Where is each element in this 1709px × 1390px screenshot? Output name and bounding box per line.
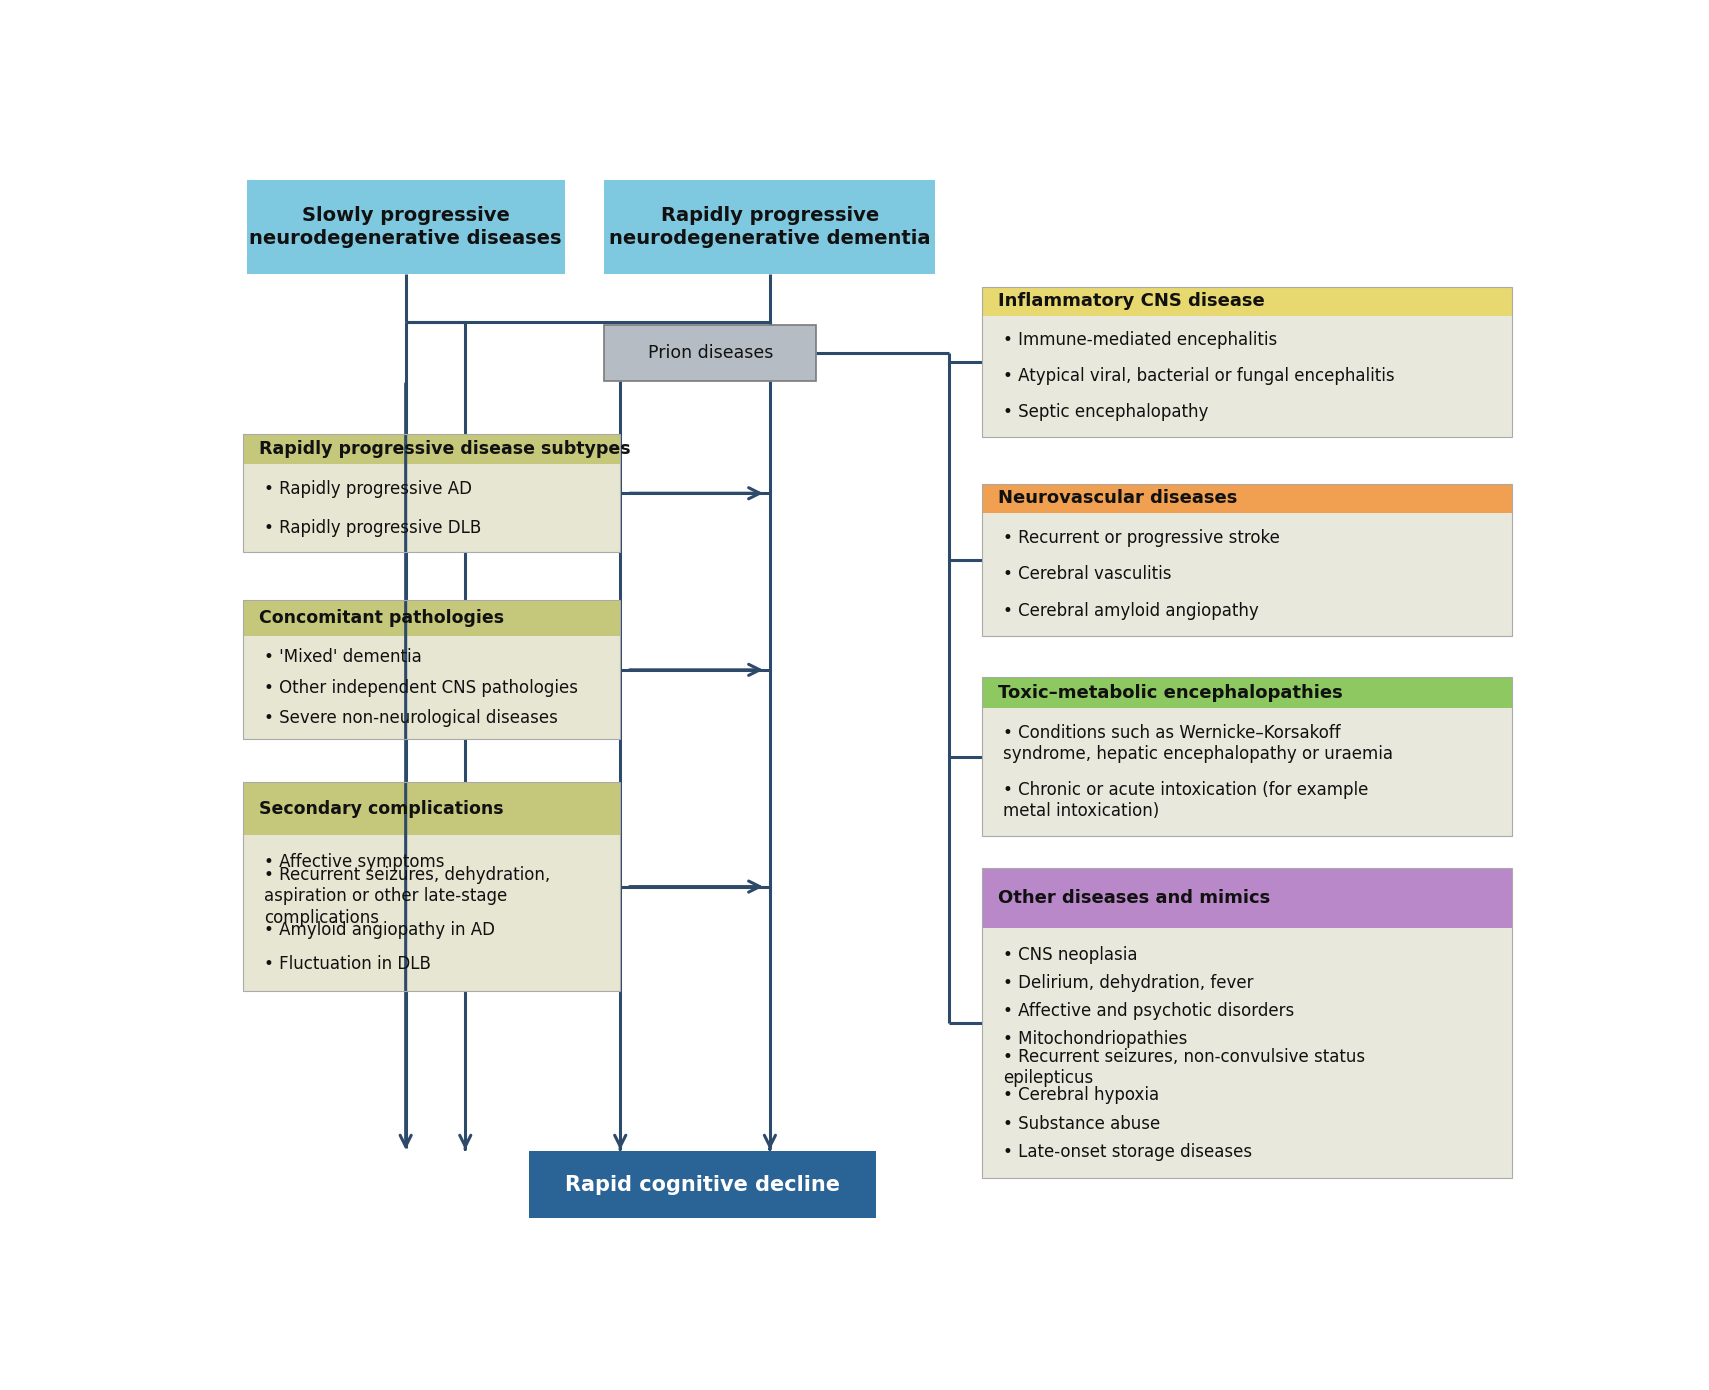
Text: • Cerebral hypoxia: • Cerebral hypoxia — [1003, 1087, 1159, 1105]
Text: • Late-onset storage diseases: • Late-onset storage diseases — [1003, 1143, 1253, 1161]
Text: Slowly progressive
neurodegenerative diseases: Slowly progressive neurodegenerative dis… — [250, 206, 562, 247]
Text: • Recurrent seizures, non-convulsive status
epilepticus: • Recurrent seizures, non-convulsive sta… — [1003, 1048, 1365, 1087]
Bar — [981, 513, 1512, 635]
Bar — [981, 677, 1512, 709]
Bar — [243, 783, 620, 835]
Bar — [243, 464, 620, 552]
Bar — [981, 867, 1512, 1179]
Text: Secondary complications: Secondary complications — [258, 799, 502, 817]
Text: • 'Mixed' dementia: • 'Mixed' dementia — [263, 648, 422, 666]
Text: Toxic–metabolic encephalopathies: Toxic–metabolic encephalopathies — [998, 684, 1343, 702]
Text: • Other independent CNS pathologies: • Other independent CNS pathologies — [263, 678, 578, 696]
Bar — [243, 783, 620, 991]
Text: • CNS neoplasia: • CNS neoplasia — [1003, 947, 1138, 963]
Text: • Severe non-neurological diseases: • Severe non-neurological diseases — [263, 709, 557, 727]
Bar — [243, 835, 620, 991]
Text: • Cerebral vasculitis: • Cerebral vasculitis — [1003, 566, 1171, 584]
Text: • Conditions such as Wernicke–Korsakoff
syndrome, hepatic encephalopathy or urae: • Conditions such as Wernicke–Korsakoff … — [1003, 724, 1393, 763]
Text: • Chronic or acute intoxication (for example
metal intoxication): • Chronic or acute intoxication (for exa… — [1003, 781, 1369, 820]
Bar — [981, 286, 1512, 436]
Bar — [243, 600, 620, 635]
Bar — [528, 1151, 877, 1218]
Text: • Recurrent seizures, dehydration,
aspiration or other late-stage
complications: • Recurrent seizures, dehydration, aspir… — [263, 866, 550, 927]
Text: • Rapidly progressive DLB: • Rapidly progressive DLB — [263, 518, 482, 537]
Bar — [243, 600, 620, 739]
Bar — [246, 179, 564, 274]
Bar — [981, 316, 1512, 436]
Bar — [243, 434, 620, 464]
Text: • Septic encephalopathy: • Septic encephalopathy — [1003, 403, 1208, 421]
Bar — [981, 484, 1512, 635]
Text: Inflammatory CNS disease: Inflammatory CNS disease — [998, 292, 1265, 310]
Text: Concomitant pathologies: Concomitant pathologies — [258, 609, 504, 627]
Bar — [243, 635, 620, 739]
Bar — [981, 867, 1512, 929]
Bar — [981, 484, 1512, 513]
Text: Prion diseases: Prion diseases — [648, 345, 772, 361]
Bar — [981, 709, 1512, 835]
Text: • Atypical viral, bacterial or fungal encephalitis: • Atypical viral, bacterial or fungal en… — [1003, 367, 1395, 385]
Bar — [981, 929, 1512, 1179]
Bar — [981, 677, 1512, 835]
Text: • Rapidly progressive AD: • Rapidly progressive AD — [263, 480, 472, 498]
Text: Rapidly progressive
neurodegenerative dementia: Rapidly progressive neurodegenerative de… — [608, 206, 931, 247]
Bar — [981, 286, 1512, 316]
Bar — [605, 325, 817, 381]
Text: • Recurrent or progressive stroke: • Recurrent or progressive stroke — [1003, 528, 1280, 546]
Text: • Affective and psychotic disorders: • Affective and psychotic disorders — [1003, 1002, 1294, 1020]
Text: Rapidly progressive disease subtypes: Rapidly progressive disease subtypes — [258, 441, 631, 459]
Text: • Amyloid angiopathy in AD: • Amyloid angiopathy in AD — [263, 922, 496, 940]
Text: • Substance abuse: • Substance abuse — [1003, 1115, 1160, 1133]
Text: • Fluctuation in DLB: • Fluctuation in DLB — [263, 955, 431, 973]
Bar — [605, 179, 935, 274]
Text: • Delirium, dehydration, fever: • Delirium, dehydration, fever — [1003, 974, 1253, 992]
Text: • Immune-mediated encephalitis: • Immune-mediated encephalitis — [1003, 331, 1277, 349]
Text: • Mitochondriopathies: • Mitochondriopathies — [1003, 1030, 1188, 1048]
Text: Neurovascular diseases: Neurovascular diseases — [998, 489, 1237, 507]
Text: Other diseases and mimics: Other diseases and mimics — [998, 890, 1270, 908]
Text: • Affective symptoms: • Affective symptoms — [263, 853, 444, 872]
Bar — [243, 434, 620, 552]
Text: • Cerebral amyloid angiopathy: • Cerebral amyloid angiopathy — [1003, 602, 1260, 620]
Text: Rapid cognitive decline: Rapid cognitive decline — [566, 1175, 839, 1194]
